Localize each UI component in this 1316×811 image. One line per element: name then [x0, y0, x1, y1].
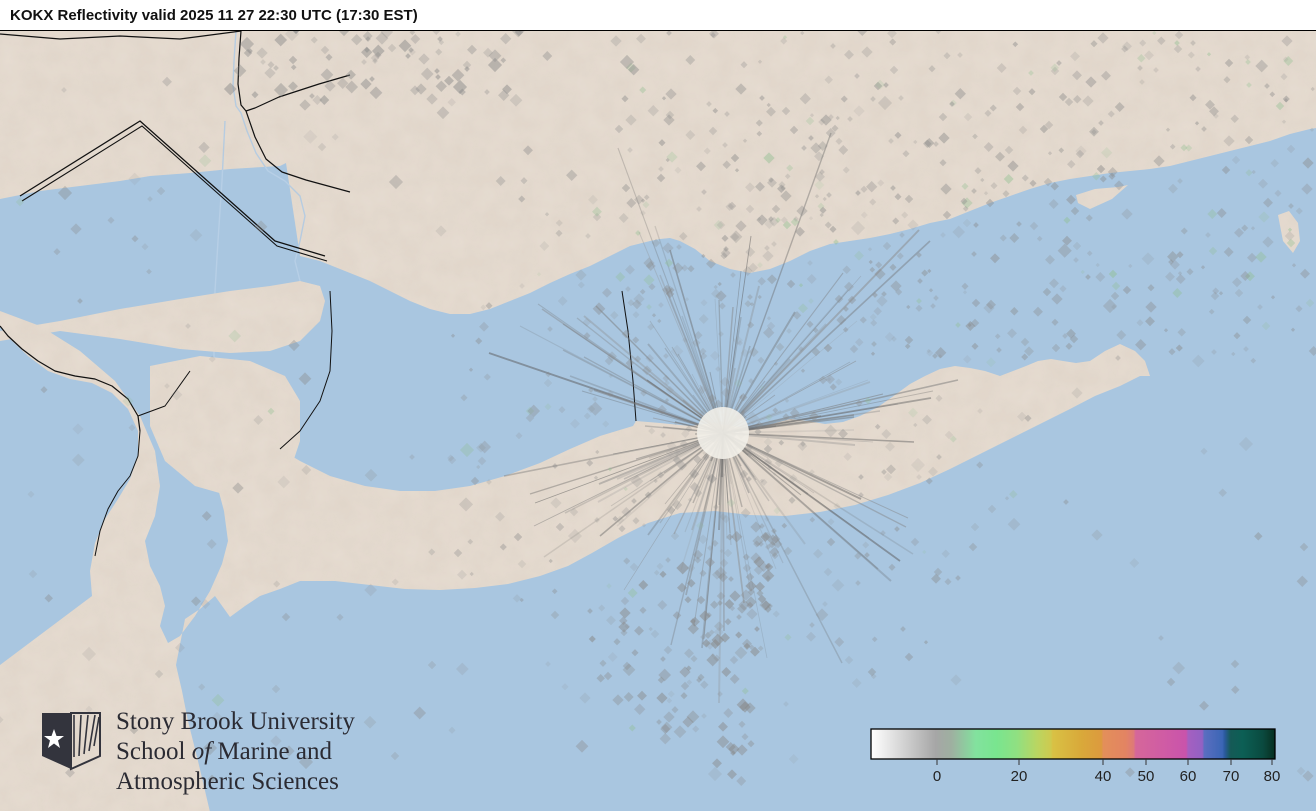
svg-text:0: 0 — [933, 768, 941, 785]
svg-text:20: 20 — [1011, 768, 1028, 785]
svg-text:50: 50 — [1138, 768, 1155, 785]
svg-text:40: 40 — [1095, 768, 1112, 785]
svg-text:60: 60 — [1180, 768, 1197, 785]
svg-text:80: 80 — [1264, 768, 1281, 785]
svg-text:70: 70 — [1223, 768, 1240, 785]
